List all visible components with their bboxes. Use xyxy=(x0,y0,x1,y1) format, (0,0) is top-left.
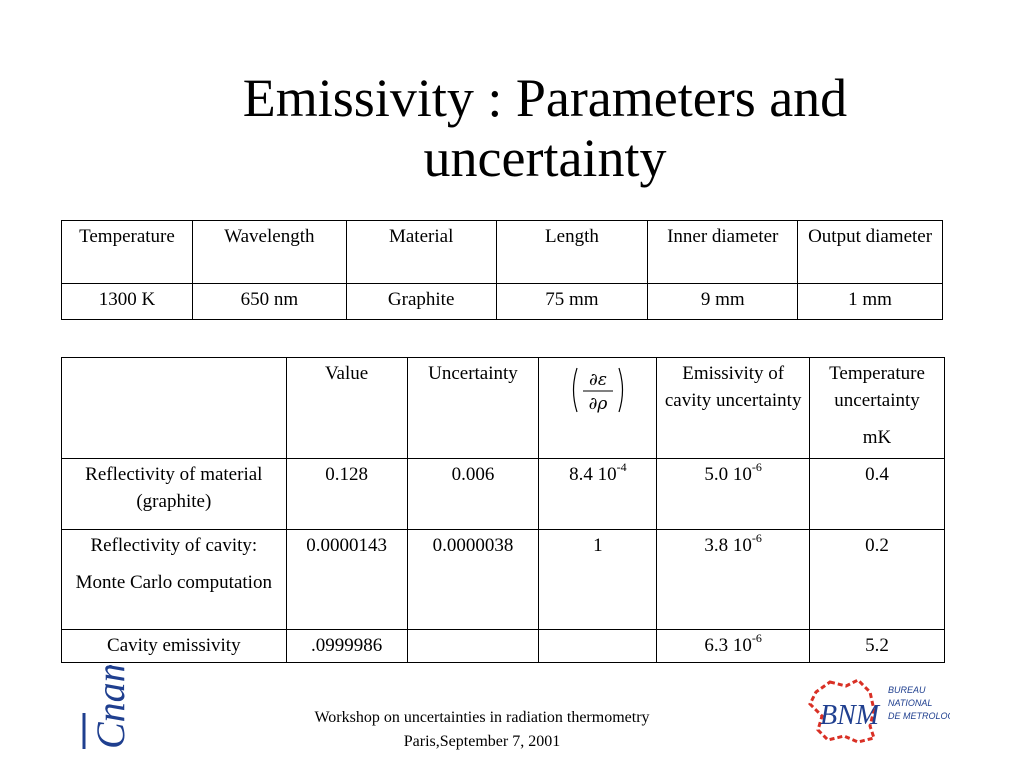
row-temp-uncertainty: 5.2 xyxy=(809,629,945,663)
header-cavity-uncertainty: Emissivity of cavity uncertainty xyxy=(656,357,811,459)
row-cavity-uncertainty: 3.8 10-6 xyxy=(656,529,811,630)
table-row: Temperature Wavelength Material Length I… xyxy=(61,220,943,284)
row-derivative: 8.4 10-4 xyxy=(538,458,658,530)
cnam-logo-text: Cnam xyxy=(88,665,133,749)
bnm-logo: BNM BUREAU NATIONAL DE METROLOGIE xyxy=(808,678,950,744)
row-label: Reflectivity of cavity: Monte Carlo comp… xyxy=(61,529,287,630)
row-cavity-uncertainty: 6.3 10-6 xyxy=(656,629,811,663)
row-uncertainty: 0.006 xyxy=(406,458,540,530)
derivative-base: 1 xyxy=(593,535,603,556)
row-label: Cavity emissivity xyxy=(61,629,287,663)
row-uncertainty xyxy=(406,629,540,663)
bnm-sub-2: NATIONAL xyxy=(888,698,932,708)
value-length: 75 mm xyxy=(495,283,649,320)
value-output-diameter: 1 mm xyxy=(797,283,943,320)
row-label-main: Reflectivity of cavity: xyxy=(90,535,258,556)
footer: Workshop on uncertainties in radiation t… xyxy=(262,706,702,754)
header-value: Value xyxy=(285,357,408,459)
table-row: Reflectivity of cavity: Monte Carlo comp… xyxy=(61,529,945,630)
header-blank xyxy=(61,357,287,459)
temp-uncertainty-label: Temperature uncertainty xyxy=(829,363,925,411)
uncertainty-table: Value Uncertainty ∂ε ∂ρ Emissivity of ca… xyxy=(61,357,945,663)
cavity-exponent: -6 xyxy=(751,630,762,645)
row-derivative: 1 xyxy=(538,529,658,630)
cavity-exponent: -6 xyxy=(751,459,762,474)
row-label: Reflectivity of material (graphite) xyxy=(61,458,287,530)
row-temp-uncertainty: 0.2 xyxy=(809,529,945,630)
bnm-sub-3: DE METROLOGIE xyxy=(888,711,950,721)
partial-denominator: ∂ρ xyxy=(588,394,607,414)
row-temp-uncertainty: 0.4 xyxy=(809,458,945,530)
cavity-base: 6.3 10 xyxy=(704,635,752,656)
header-material: Material xyxy=(345,220,497,284)
row-cavity-uncertainty: 5.0 10-6 xyxy=(656,458,811,530)
value-wavelength: 650 nm xyxy=(191,283,347,320)
temp-uncertainty-unit: mK xyxy=(862,427,892,448)
partial-derivative-formula: ∂ε ∂ρ xyxy=(572,367,623,414)
header-length: Length xyxy=(495,220,649,284)
cnam-logo: Cnam xyxy=(82,665,133,749)
value-temperature: 1300 K xyxy=(61,283,193,320)
title-line-2: uncertainty xyxy=(423,128,667,188)
header-uncertainty: Uncertainty xyxy=(406,357,540,459)
table-row: Cavity emissivity .0999986 6.3 10-6 5.2 xyxy=(61,629,945,663)
derivative-exponent: -4 xyxy=(616,459,627,474)
table-row: Reflectivity of material (graphite) 0.12… xyxy=(61,458,945,530)
footer-line-1: Workshop on uncertainties in radiation t… xyxy=(314,709,650,726)
cavity-base: 3.8 10 xyxy=(704,535,752,556)
cavity-base: 5.0 10 xyxy=(704,464,752,485)
header-inner-diameter: Inner diameter xyxy=(647,220,799,284)
row-value: .0999986 xyxy=(285,629,408,663)
title-line-1: Emissivity : Parameters and xyxy=(242,68,848,128)
row-uncertainty: 0.0000038 xyxy=(406,529,540,630)
row-label-sub: Monte Carlo computation xyxy=(75,572,272,593)
footer-line-2: Paris,September 7, 2001 xyxy=(403,733,561,750)
parameters-table: Temperature Wavelength Material Length I… xyxy=(61,220,943,320)
table-row: Value Uncertainty ∂ε ∂ρ Emissivity of ca… xyxy=(61,357,945,459)
header-partial-derivative: ∂ε ∂ρ xyxy=(538,357,658,459)
cavity-exponent: -6 xyxy=(751,530,762,545)
row-value: 0.128 xyxy=(285,458,408,530)
slide-title: Emissivity : Parameters and uncertainty xyxy=(150,68,940,188)
row-value: 0.0000143 xyxy=(285,529,408,630)
row-derivative xyxy=(538,629,658,663)
france-map-icon xyxy=(808,678,876,744)
header-wavelength: Wavelength xyxy=(191,220,347,284)
table-row: 1300 K 650 nm Graphite 75 mm 9 mm 1 mm xyxy=(61,283,943,320)
header-output-diameter: Output diameter xyxy=(797,220,943,284)
bnm-sub-1: BUREAU xyxy=(888,685,926,695)
derivative-base: 8.4 10 xyxy=(569,464,617,485)
value-inner-diameter: 9 mm xyxy=(647,283,799,320)
bnm-logo-text: BNM xyxy=(820,700,881,731)
header-temperature-uncertainty: Temperature uncertainty mK xyxy=(809,357,945,459)
partial-numerator: ∂ε xyxy=(589,370,607,390)
value-material: Graphite xyxy=(345,283,497,320)
header-temperature: Temperature xyxy=(61,220,193,284)
